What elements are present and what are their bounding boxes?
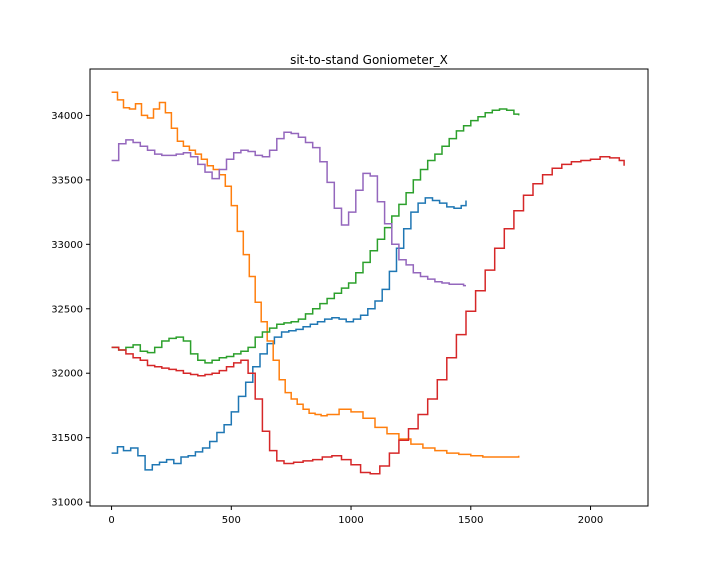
plot-frame (89, 68, 649, 507)
y-tick-label: 32500 (51, 304, 83, 315)
y-tick-label: 34000 (51, 111, 83, 122)
x-tick-label: 500 (222, 515, 241, 526)
series-line-5 (111, 131, 466, 287)
series-line-2 (111, 91, 520, 458)
y-tick-label: 32000 (51, 369, 83, 380)
x-tick-label: 1000 (338, 515, 363, 526)
chart-title: sit-to-stand Goniometer_X (290, 53, 448, 67)
y-tick-label: 33000 (51, 240, 83, 251)
y-tick-label: 31000 (51, 498, 83, 509)
x-tick-label: 1500 (458, 515, 483, 526)
series-line-1 (111, 197, 467, 471)
y-tick-label: 31500 (51, 433, 83, 444)
series-layer (111, 91, 625, 475)
y-tick-label: 33500 (51, 175, 83, 186)
x-tick-label: 0 (108, 515, 114, 526)
series-line-4 (111, 155, 625, 475)
tick-layer: 0 500 1000 1500 2000 31000 31500 32000 32500 3300… (51, 111, 603, 526)
series-line-3 (111, 108, 520, 364)
x-tick-label: 2000 (578, 515, 603, 526)
